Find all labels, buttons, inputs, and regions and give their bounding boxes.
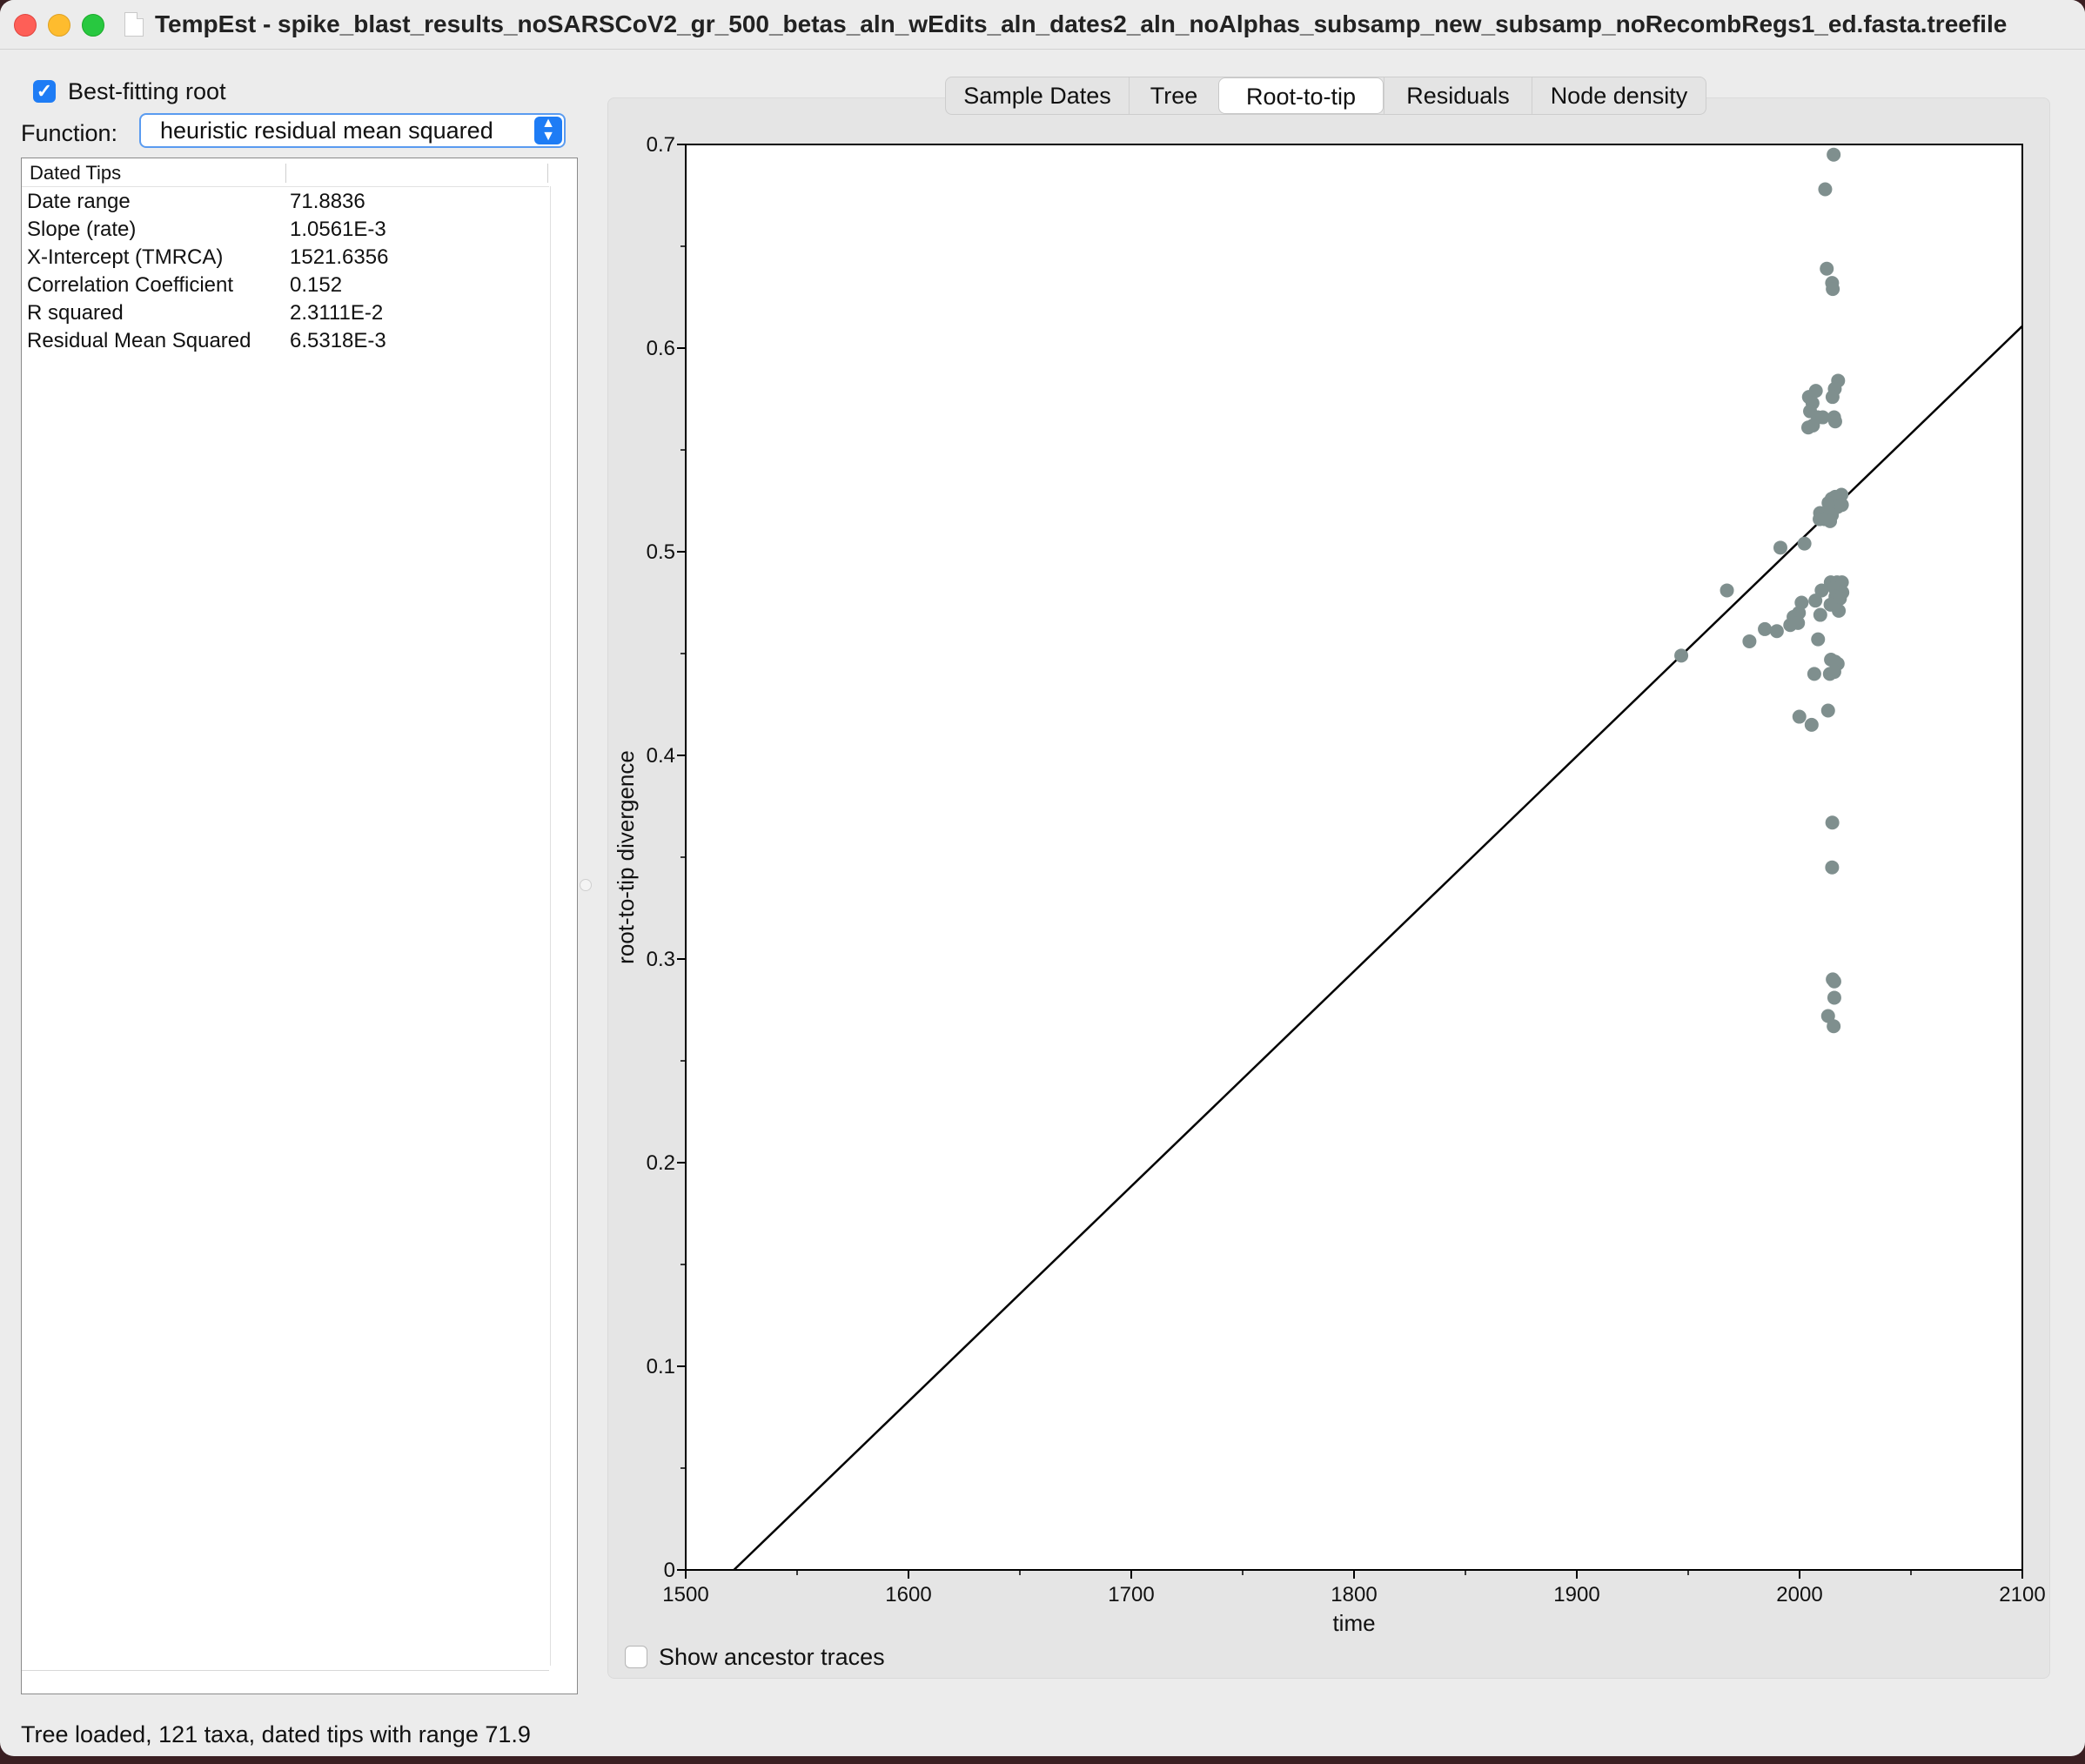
- data-point: [1783, 618, 1798, 633]
- stats-row-value: 6.5318E-3: [290, 329, 386, 352]
- title-bar: TempEst - spike_blast_results_noSARSCoV2…: [0, 0, 2085, 50]
- stats-row-value: 0.152: [290, 273, 343, 297]
- stats-row-value: 1521.6356: [290, 245, 389, 269]
- data-point: [1808, 594, 1823, 608]
- show-ancestor-traces-checkbox[interactable]: [625, 1646, 647, 1668]
- y-tick-label: 0.7: [647, 133, 675, 157]
- minimize-window-button[interactable]: [48, 14, 70, 37]
- y-tick-label: 0.3: [647, 948, 675, 971]
- data-point: [1742, 634, 1757, 648]
- status-bar-text: Tree loaded, 121 taxa, dated tips with r…: [21, 1721, 531, 1747]
- y-tick-label: 0.4: [647, 744, 675, 768]
- stats-table-header: Dated Tips: [22, 158, 549, 187]
- data-point: [1804, 717, 1819, 732]
- view-tabs: Sample Dates Tree Root-to-tip Residuals …: [945, 77, 1706, 115]
- stats-row-value: 2.3111E-2: [290, 301, 384, 325]
- data-point: [1827, 990, 1841, 1005]
- data-point: [1813, 607, 1827, 622]
- close-window-button[interactable]: [14, 14, 37, 37]
- data-point: [1832, 603, 1847, 618]
- stats-row-label: R squared: [27, 301, 124, 325]
- data-point: [1758, 621, 1773, 636]
- stats-header-label: Dated Tips: [30, 162, 122, 184]
- x-tick-label: 2100: [1999, 1583, 2045, 1606]
- y-axis-label: root-to-tip divergence: [613, 750, 639, 964]
- data-point: [1720, 583, 1734, 598]
- regression-line: [733, 325, 2023, 1571]
- x-tick-label: 1900: [1553, 1583, 1599, 1606]
- split-pane-divider[interactable]: [580, 879, 592, 891]
- data-point: [1811, 632, 1826, 647]
- data-point: [1827, 665, 1841, 680]
- tab-tree[interactable]: Tree: [1129, 77, 1218, 114]
- best-fitting-root-label: Best-fitting root: [68, 78, 226, 104]
- stats-row-value: 1.0561E-3: [290, 218, 386, 241]
- y-tick-label: 0.6: [647, 337, 675, 360]
- data-point: [1806, 418, 1820, 433]
- x-tick-label: 1700: [1108, 1583, 1154, 1606]
- tab-residuals[interactable]: Residuals: [1384, 77, 1532, 114]
- show-ancestor-traces-label: Show ancestor traces: [659, 1644, 885, 1670]
- data-point: [1807, 667, 1821, 681]
- function-select-value: heuristic residual mean squared: [160, 117, 493, 144]
- x-tick-label: 2000: [1776, 1583, 1822, 1606]
- tab-sample-dates[interactable]: Sample Dates: [963, 83, 1111, 109]
- data-point: [1814, 583, 1829, 598]
- stats-row-label: Slope (rate): [27, 218, 137, 241]
- stats-row-label: Date range: [27, 190, 131, 213]
- data-point: [1825, 860, 1840, 875]
- data-point: [1815, 410, 1830, 425]
- data-point: [1674, 648, 1689, 663]
- plot-area: [685, 144, 2023, 1571]
- document-icon: [124, 12, 144, 37]
- data-point: [1827, 1019, 1841, 1034]
- tab-node-density[interactable]: Node density: [1532, 77, 1706, 114]
- stats-table: Dated Tips Date range 71.8836 Slope (rate)…: [21, 158, 578, 1694]
- stats-row-label: Correlation Coefficient: [27, 273, 234, 297]
- best-fitting-root-checkbox[interactable]: ✓: [33, 80, 56, 103]
- data-point: [1826, 282, 1840, 297]
- y-tick-label: 0.1: [647, 1355, 675, 1378]
- stats-row-value: 71.8836: [290, 190, 365, 213]
- data-point: [1773, 540, 1787, 555]
- data-point: [1818, 182, 1833, 197]
- data-point: [1820, 261, 1834, 276]
- data-point: [1797, 536, 1812, 551]
- function-select[interactable]: heuristic residual mean squared ▲ ▼: [139, 113, 566, 148]
- data-point: [1820, 703, 1835, 718]
- updown-chevron-icon: ▲ ▼: [534, 117, 562, 144]
- window-title: TempEst - spike_blast_results_noSARSCoV2…: [155, 10, 2008, 37]
- stats-horizontal-scrollbar[interactable]: [22, 1670, 549, 1671]
- data-point: [1792, 709, 1807, 724]
- data-point: [1823, 513, 1838, 528]
- data-point: [1834, 498, 1849, 513]
- tab-root-to-tip[interactable]: Root-to-tip: [1218, 77, 1384, 114]
- x-tick-label: 1500: [662, 1583, 708, 1606]
- stats-row-label: X-Intercept (TMRCA): [27, 245, 224, 269]
- stats-scrollbar[interactable]: [550, 186, 551, 1666]
- data-point: [1825, 390, 1840, 405]
- data-point: [1827, 974, 1841, 989]
- root-to-tip-chart: 1500 1600 1700 1800 1900 2000 2100 0 0.1 0.2 0.3 0.…: [613, 133, 2046, 1636]
- data-point: [1827, 414, 1842, 429]
- data-point: [1825, 815, 1840, 830]
- x-axis-label: time: [1332, 1610, 1375, 1636]
- y-tick-label: 0.5: [647, 540, 675, 564]
- zoom-window-button[interactable]: [82, 14, 104, 37]
- function-label: Function:: [21, 120, 118, 146]
- data-point: [1820, 1009, 1835, 1023]
- x-tick-label: 1600: [885, 1583, 931, 1606]
- data-point: [1769, 624, 1784, 639]
- stats-row-label: Residual Mean Squared: [27, 329, 251, 352]
- data-point: [1827, 147, 1841, 162]
- y-tick-label: 0.2: [647, 1151, 675, 1175]
- x-tick-label: 1800: [1331, 1583, 1377, 1606]
- y-tick-label: 0: [664, 1559, 675, 1582]
